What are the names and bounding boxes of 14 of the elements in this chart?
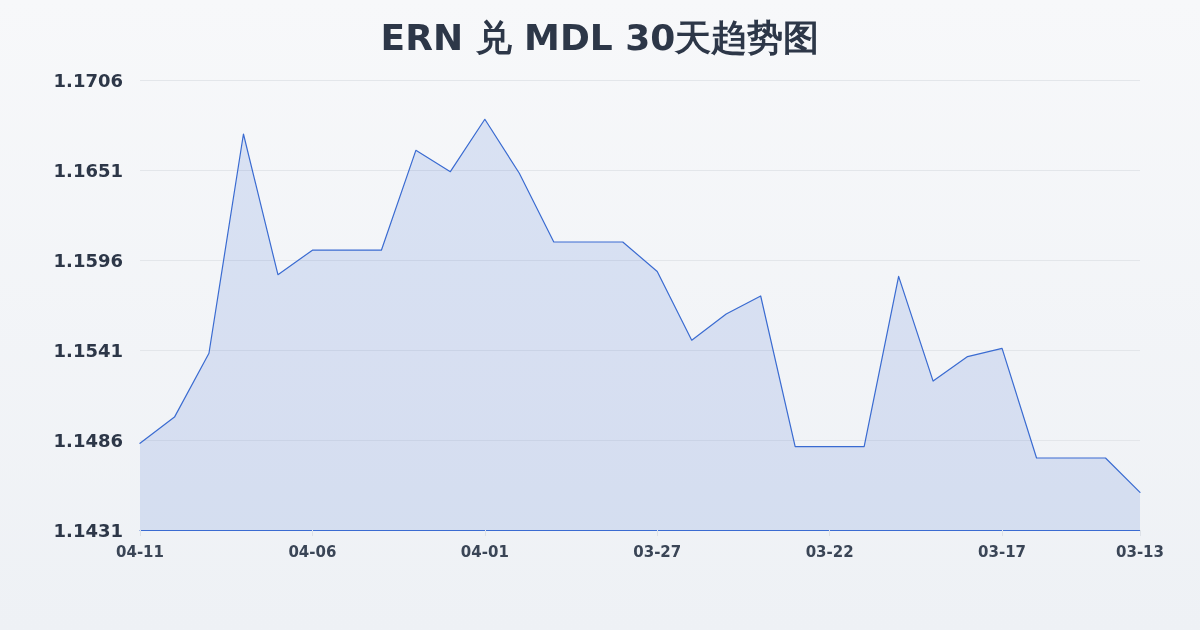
x-tick-label: 04-11 [116,542,164,561]
y-tick-label: 1.1706 [53,69,123,91]
y-tick-label: 1.1431 [53,519,123,541]
x-tick-label: 03-27 [633,542,682,561]
x-tick-label: 04-06 [288,542,337,561]
x-tick-label: 03-13 [1116,542,1164,561]
y-tick-label: 1.1596 [53,249,123,271]
x-tick-label: 03-17 [978,542,1027,561]
y-tick-label: 1.1486 [53,429,123,451]
y-tick-label: 1.1651 [53,159,123,181]
x-tick-label: 03-22 [805,542,854,561]
y-tick-label: 1.1541 [53,339,123,361]
x-tick-label: 04-01 [460,542,509,561]
chart-title: ERN 兑 MDL 30天趋势图 [380,16,820,58]
